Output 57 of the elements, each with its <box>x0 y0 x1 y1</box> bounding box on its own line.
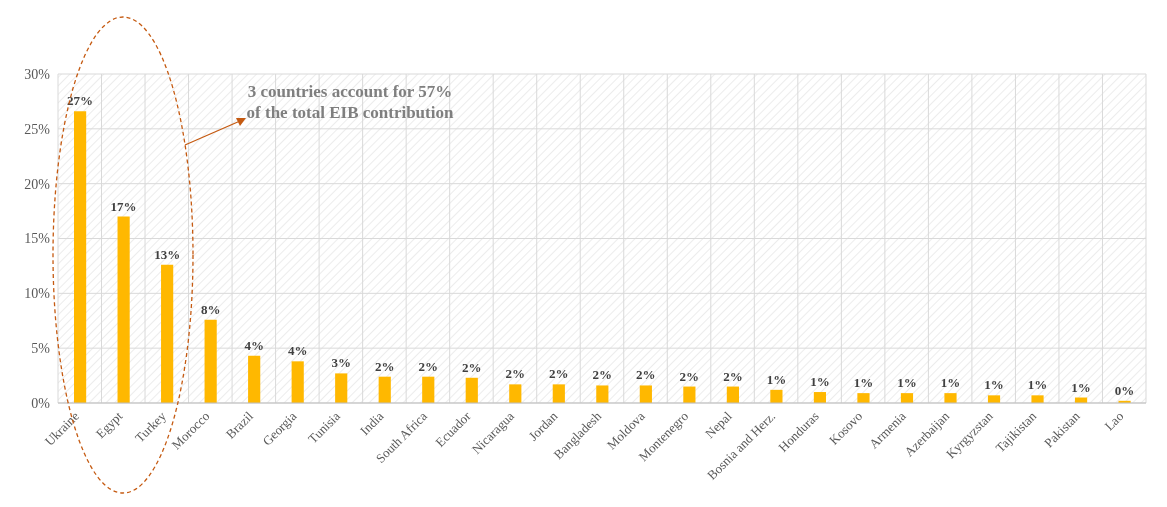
bar <box>813 392 827 403</box>
data-label: 2% <box>462 359 482 375</box>
data-label: 1% <box>853 375 874 391</box>
data-label: 2% <box>505 366 526 382</box>
data-label: 2% <box>374 358 395 374</box>
data-label: 2% <box>636 367 656 383</box>
y-tick-label: 0% <box>31 395 51 411</box>
data-label: 3% <box>331 355 351 371</box>
data-label: 8% <box>200 301 221 317</box>
bar <box>944 393 957 403</box>
data-label: 1% <box>766 371 787 387</box>
data-label: 2% <box>679 368 700 384</box>
data-label: 1% <box>984 377 1004 393</box>
bar <box>683 386 696 403</box>
bar <box>74 111 87 403</box>
bar <box>857 393 870 403</box>
data-label: 2% <box>723 368 743 384</box>
bar <box>161 264 174 403</box>
bar <box>596 385 609 403</box>
bar <box>465 377 478 403</box>
bar <box>291 361 304 403</box>
y-tick-label: 20% <box>24 176 51 192</box>
y-tick-label: 30% <box>24 66 51 82</box>
y-tick-label: 5% <box>31 341 51 357</box>
y-tick-label: 15% <box>24 231 51 247</box>
bar <box>770 389 783 403</box>
data-label: 1% <box>1027 377 1048 393</box>
bar <box>422 376 435 403</box>
data-label: 27% <box>67 93 94 109</box>
data-label: 1% <box>1071 379 1091 395</box>
bar <box>1031 395 1044 403</box>
data-label: 2% <box>418 358 438 374</box>
bar <box>248 355 261 403</box>
bar <box>117 216 130 403</box>
x-tick-label: India <box>357 408 387 439</box>
bar <box>900 393 914 403</box>
data-label: 0% <box>1114 382 1135 398</box>
bar <box>204 319 217 403</box>
bar <box>639 385 652 403</box>
bar <box>378 376 391 403</box>
x-tick-label: Lao <box>1101 408 1127 434</box>
bar <box>335 373 348 403</box>
data-label: 2% <box>592 367 613 383</box>
data-label: 4% <box>287 343 308 359</box>
bar <box>552 384 565 403</box>
bar <box>509 384 522 403</box>
data-label: 17% <box>110 198 137 214</box>
data-label: 2% <box>549 366 569 382</box>
data-label: 1% <box>940 375 961 391</box>
data-label: 4% <box>244 337 264 353</box>
bar <box>726 386 739 403</box>
data-label: 1% <box>897 375 917 391</box>
annotation: 3 countries account for 57% of the total EIB contribution <box>245 81 455 123</box>
data-label: 1% <box>810 374 830 390</box>
y-tick-label: 25% <box>24 121 51 137</box>
data-label: 13% <box>154 246 181 262</box>
y-tick-label: 10% <box>24 286 51 302</box>
